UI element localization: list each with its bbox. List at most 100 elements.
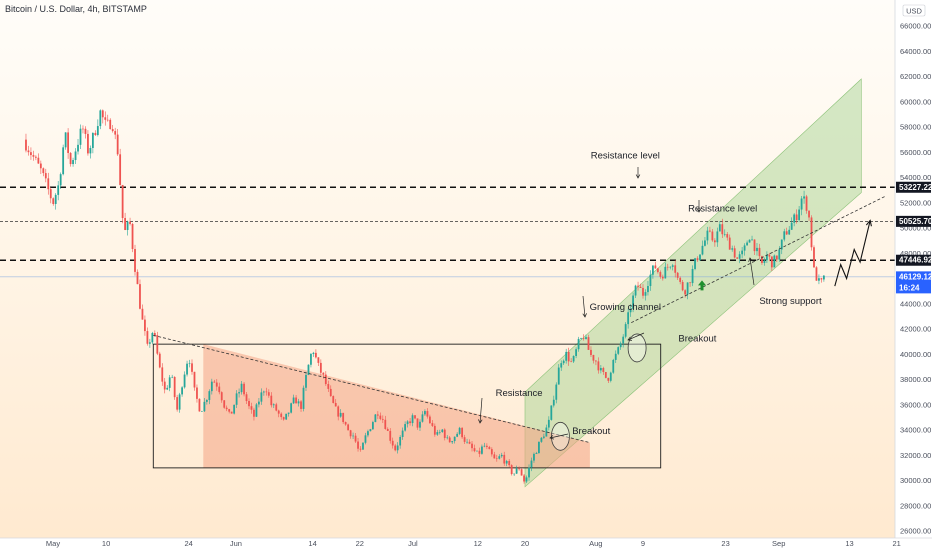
candle-body-223	[577, 338, 580, 350]
y-tick-label-1: 28000.00	[900, 501, 931, 510]
candle-body-68	[193, 371, 196, 388]
candle-body-211	[547, 419, 550, 428]
drawing-layer	[0, 78, 895, 488]
candle-body-239	[617, 347, 620, 354]
candle-body-236	[609, 372, 612, 381]
candle-body-231	[597, 361, 600, 371]
candle-body-132	[352, 435, 354, 437]
candle-body-151	[399, 436, 402, 446]
candle-body-197	[513, 473, 516, 475]
candle-body-107	[290, 403, 293, 413]
candle-body-249	[642, 287, 644, 296]
candle-body-61	[176, 397, 179, 410]
candle-body-214	[555, 384, 558, 400]
candle-body-218	[565, 351, 568, 361]
candle-body-29	[96, 126, 99, 135]
x-tick-label-6: Jul	[408, 539, 418, 548]
candle-body-109	[295, 397, 297, 404]
annotation-pointer-head-2	[582, 313, 587, 318]
candle-body-52	[153, 332, 156, 336]
candle-body-141	[374, 414, 377, 423]
candle-body-208	[540, 437, 543, 442]
candle-body-256	[659, 272, 662, 277]
candle-body-196	[510, 465, 513, 474]
x-tick-label-12: Sep	[772, 539, 785, 548]
candle-body-16	[64, 132, 67, 148]
candle-body-172	[451, 441, 454, 443]
candle-body-39	[121, 184, 124, 219]
candle-body-85	[235, 393, 238, 405]
candle-body-103	[280, 413, 283, 418]
candle-body-40	[124, 218, 126, 230]
candle-body-99	[270, 395, 273, 406]
candle-body-98	[267, 392, 270, 396]
candle-body-322	[822, 275, 825, 280]
projection-path	[834, 220, 871, 287]
candle-body-289	[741, 250, 744, 255]
x-tick-label-5: 22	[356, 539, 364, 548]
candle-body-175	[458, 427, 461, 434]
candle-body-300	[768, 254, 771, 257]
candle-body-309	[790, 222, 793, 230]
y-tick-label-18: 62000.00	[900, 72, 931, 81]
candle-body-9	[47, 178, 50, 190]
candle-body-10	[49, 189, 52, 199]
candle-body-49	[146, 331, 149, 344]
candle-body-72	[203, 401, 206, 412]
candle-body-134	[357, 441, 359, 449]
x-tick-label-13: 13	[845, 539, 853, 548]
candle-body-124	[332, 396, 335, 403]
candle-body-294	[753, 239, 756, 252]
annotation-pointer-head-4	[627, 336, 633, 341]
candle-body-246	[634, 285, 637, 296]
candle-body-59	[171, 376, 174, 378]
candle-body-44	[134, 248, 136, 272]
candle-body-314	[803, 196, 805, 199]
time-axis-background	[0, 538, 932, 550]
candle-body-36	[114, 131, 117, 135]
candle-body-230	[595, 360, 597, 362]
candle-body-34	[109, 119, 112, 130]
candle-body-293	[751, 239, 753, 241]
candle-body-66	[188, 363, 191, 364]
candle-body-202	[525, 477, 528, 482]
annotation-pointer-6	[549, 433, 569, 439]
candle-body-110	[297, 401, 300, 404]
candle-body-144	[381, 418, 384, 420]
annotation-3: Strong support	[759, 296, 822, 307]
candle-body-257	[661, 276, 664, 279]
x-tick-label-9: Aug	[589, 539, 602, 548]
candle-body-262	[674, 265, 677, 273]
annotation-4: Breakout	[678, 334, 716, 345]
candle-body-7	[42, 168, 45, 174]
candle-body-64	[183, 374, 186, 388]
candle-body-219	[567, 351, 570, 362]
candle-body-193	[503, 454, 506, 464]
x-tick-label-3: Jun	[230, 539, 242, 548]
candle-body-185	[483, 445, 486, 447]
candle-body-19	[72, 160, 74, 165]
annotation-pointer-head-1	[696, 208, 702, 213]
candle-body-263	[676, 272, 679, 278]
candle-body-192	[500, 454, 503, 457]
price-tag-label-1: 50525.70	[899, 217, 932, 226]
breakout-circle-1	[627, 333, 647, 363]
candle-body-195	[508, 460, 511, 466]
candle-body-0	[25, 139, 27, 151]
price-tag-label-0: 53227.22	[899, 183, 932, 192]
candle-body-220	[570, 361, 573, 362]
candle-body-277	[711, 231, 714, 241]
candle-body-312	[798, 209, 801, 221]
candle-body-75	[210, 381, 213, 392]
candle-body-245	[632, 295, 634, 309]
candle-body-234	[604, 371, 607, 378]
candle-body-237	[612, 359, 615, 373]
candle-body-285	[731, 248, 734, 250]
candle-body-67	[191, 363, 193, 372]
breakout-circle-0	[551, 421, 570, 451]
candle-body-267	[686, 282, 689, 295]
candle-body-171	[448, 437, 451, 443]
y-tick-label-16: 58000.00	[900, 123, 931, 132]
y-tick-label-20: 66000.00	[900, 22, 931, 31]
candle-body-96	[262, 391, 265, 393]
